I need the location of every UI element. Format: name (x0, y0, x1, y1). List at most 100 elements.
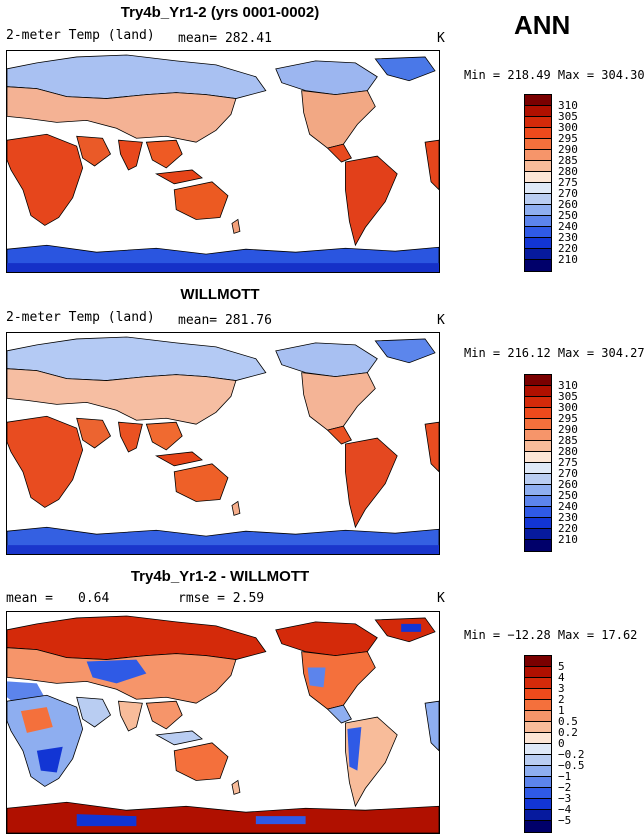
colorbar-swatch (525, 249, 551, 260)
colorbar-swatch (525, 441, 551, 452)
colorbar-tick-label: −1 (558, 770, 572, 783)
colorbar-swatch (525, 183, 551, 194)
africa-warm-patch (20, 707, 53, 733)
colorbar-swatch (525, 507, 551, 518)
se-asia-region (145, 421, 183, 451)
north-america-south-region (301, 651, 376, 710)
andes-cold-patch (347, 726, 362, 771)
colorbar-tick-label: 270 (558, 467, 578, 480)
greenland-region (374, 56, 436, 82)
panel-2-units: K (437, 313, 445, 328)
colorbar-swatch (525, 496, 551, 507)
panel-3-units: K (437, 591, 445, 606)
arabia-region (76, 417, 112, 449)
colorbar-swatch (525, 106, 551, 117)
colorbar-swatch (525, 419, 551, 430)
colorbar-swatch (525, 139, 551, 150)
colorbar-tick-label: 310 (558, 379, 578, 392)
colorbar-swatch (525, 128, 551, 139)
colorbar-tick-label: 305 (558, 390, 578, 403)
arabia-region (76, 696, 112, 728)
colorbar-tick-label: 1 (558, 704, 565, 717)
rockies-cold-patch (307, 667, 326, 688)
colorbar-swatch (525, 667, 551, 678)
australia-region (173, 742, 229, 781)
colorbar-swatch (525, 260, 551, 271)
australia-region (173, 463, 229, 502)
colorbar-tick-label: 280 (558, 445, 578, 458)
colorbar-tick-label: 300 (558, 401, 578, 414)
panel-3-minmax: Min = −12.28 Max = 17.62 (464, 628, 638, 642)
colorbar-swatch (525, 744, 551, 755)
antarctica-interior (7, 263, 439, 272)
panel-2-colorbar-box (524, 374, 552, 552)
greenland-region (374, 338, 436, 364)
colorbar-swatch (525, 777, 551, 788)
arabia-region (76, 135, 112, 167)
panel-1-units: K (437, 31, 445, 46)
eurasia-central-region (7, 86, 237, 143)
panel-2-minmax: Min = 216.12 Max = 304.27 (464, 346, 644, 360)
panel-3-mean-value: 0.64 (78, 591, 110, 606)
africa-west-edge-region (424, 139, 439, 191)
colorbar-tick-label: 220 (558, 522, 578, 535)
panel-3-map (6, 611, 440, 834)
colorbar-tick-label: 0 (558, 737, 565, 750)
colorbar-swatch (525, 766, 551, 777)
colorbar-tick-label: 310 (558, 99, 578, 112)
colorbar-swatch (525, 205, 551, 216)
colorbar-tick-label: 270 (558, 187, 578, 200)
colorbar-tick-label: −3 (558, 792, 572, 805)
indonesia-region (155, 169, 204, 185)
colorbar-swatch (525, 172, 551, 183)
panel-3-colorbar-box (524, 655, 552, 833)
north-america-south-region (301, 90, 376, 149)
africa-cold-patch (36, 746, 63, 773)
panel-2-field-label: 2-meter Temp (land) (6, 310, 155, 325)
panel-3-map-svg (7, 615, 439, 833)
colorbar-swatch (525, 485, 551, 496)
panel-2-mean: mean= 281.76 (178, 313, 272, 328)
tibet-cold-patch (86, 659, 147, 684)
colorbar-tick-label: −0.2 (558, 748, 585, 761)
central-america-region (326, 425, 352, 445)
antarctica-interior (7, 545, 439, 554)
colorbar-swatch (525, 386, 551, 397)
africa-region (7, 133, 84, 226)
india-region (118, 421, 143, 453)
season-label: ANN (514, 10, 571, 40)
north-america-north-region (275, 342, 378, 378)
colorbar-tick-label: 250 (558, 209, 578, 222)
indonesia-region (155, 730, 204, 746)
new-zealand-region (231, 500, 241, 516)
colorbar-swatch (525, 700, 551, 711)
colorbar-swatch (525, 397, 551, 408)
panel-1-colorbar-box (524, 94, 552, 272)
north-america-north-region (275, 60, 378, 96)
colorbar-tick-label: −2 (558, 781, 572, 794)
colorbar-tick-label: 260 (558, 478, 578, 491)
colorbar-swatch (525, 722, 551, 733)
panel-3-rmse: rmse = 2.59 (178, 591, 265, 606)
new-zealand-region (231, 779, 241, 795)
colorbar-swatch (525, 463, 551, 474)
colorbar-tick-label: 300 (558, 121, 578, 134)
colorbar-swatch (525, 810, 551, 821)
india-region (118, 700, 143, 732)
colorbar-tick-label: 3 (558, 682, 565, 695)
se-asia-region (145, 139, 183, 169)
panel-1-field-label: 2-meter Temp (land) (6, 28, 155, 43)
colorbar-tick-label: 275 (558, 456, 578, 469)
colorbar-tick-label: 230 (558, 231, 578, 244)
colorbar-swatch (525, 161, 551, 172)
colorbar-tick-label: 2 (558, 693, 565, 706)
colorbar-tick-label: 305 (558, 110, 578, 123)
colorbar-swatch (525, 540, 551, 551)
colorbar-tick-label: 230 (558, 511, 578, 524)
panel-3-mean-label: mean = (6, 591, 53, 606)
colorbar-swatch (525, 216, 551, 227)
south-america-region (345, 437, 398, 529)
greenland-cold-patch (401, 623, 422, 632)
eurasia-central-region (7, 368, 237, 425)
colorbar-swatch (525, 194, 551, 205)
